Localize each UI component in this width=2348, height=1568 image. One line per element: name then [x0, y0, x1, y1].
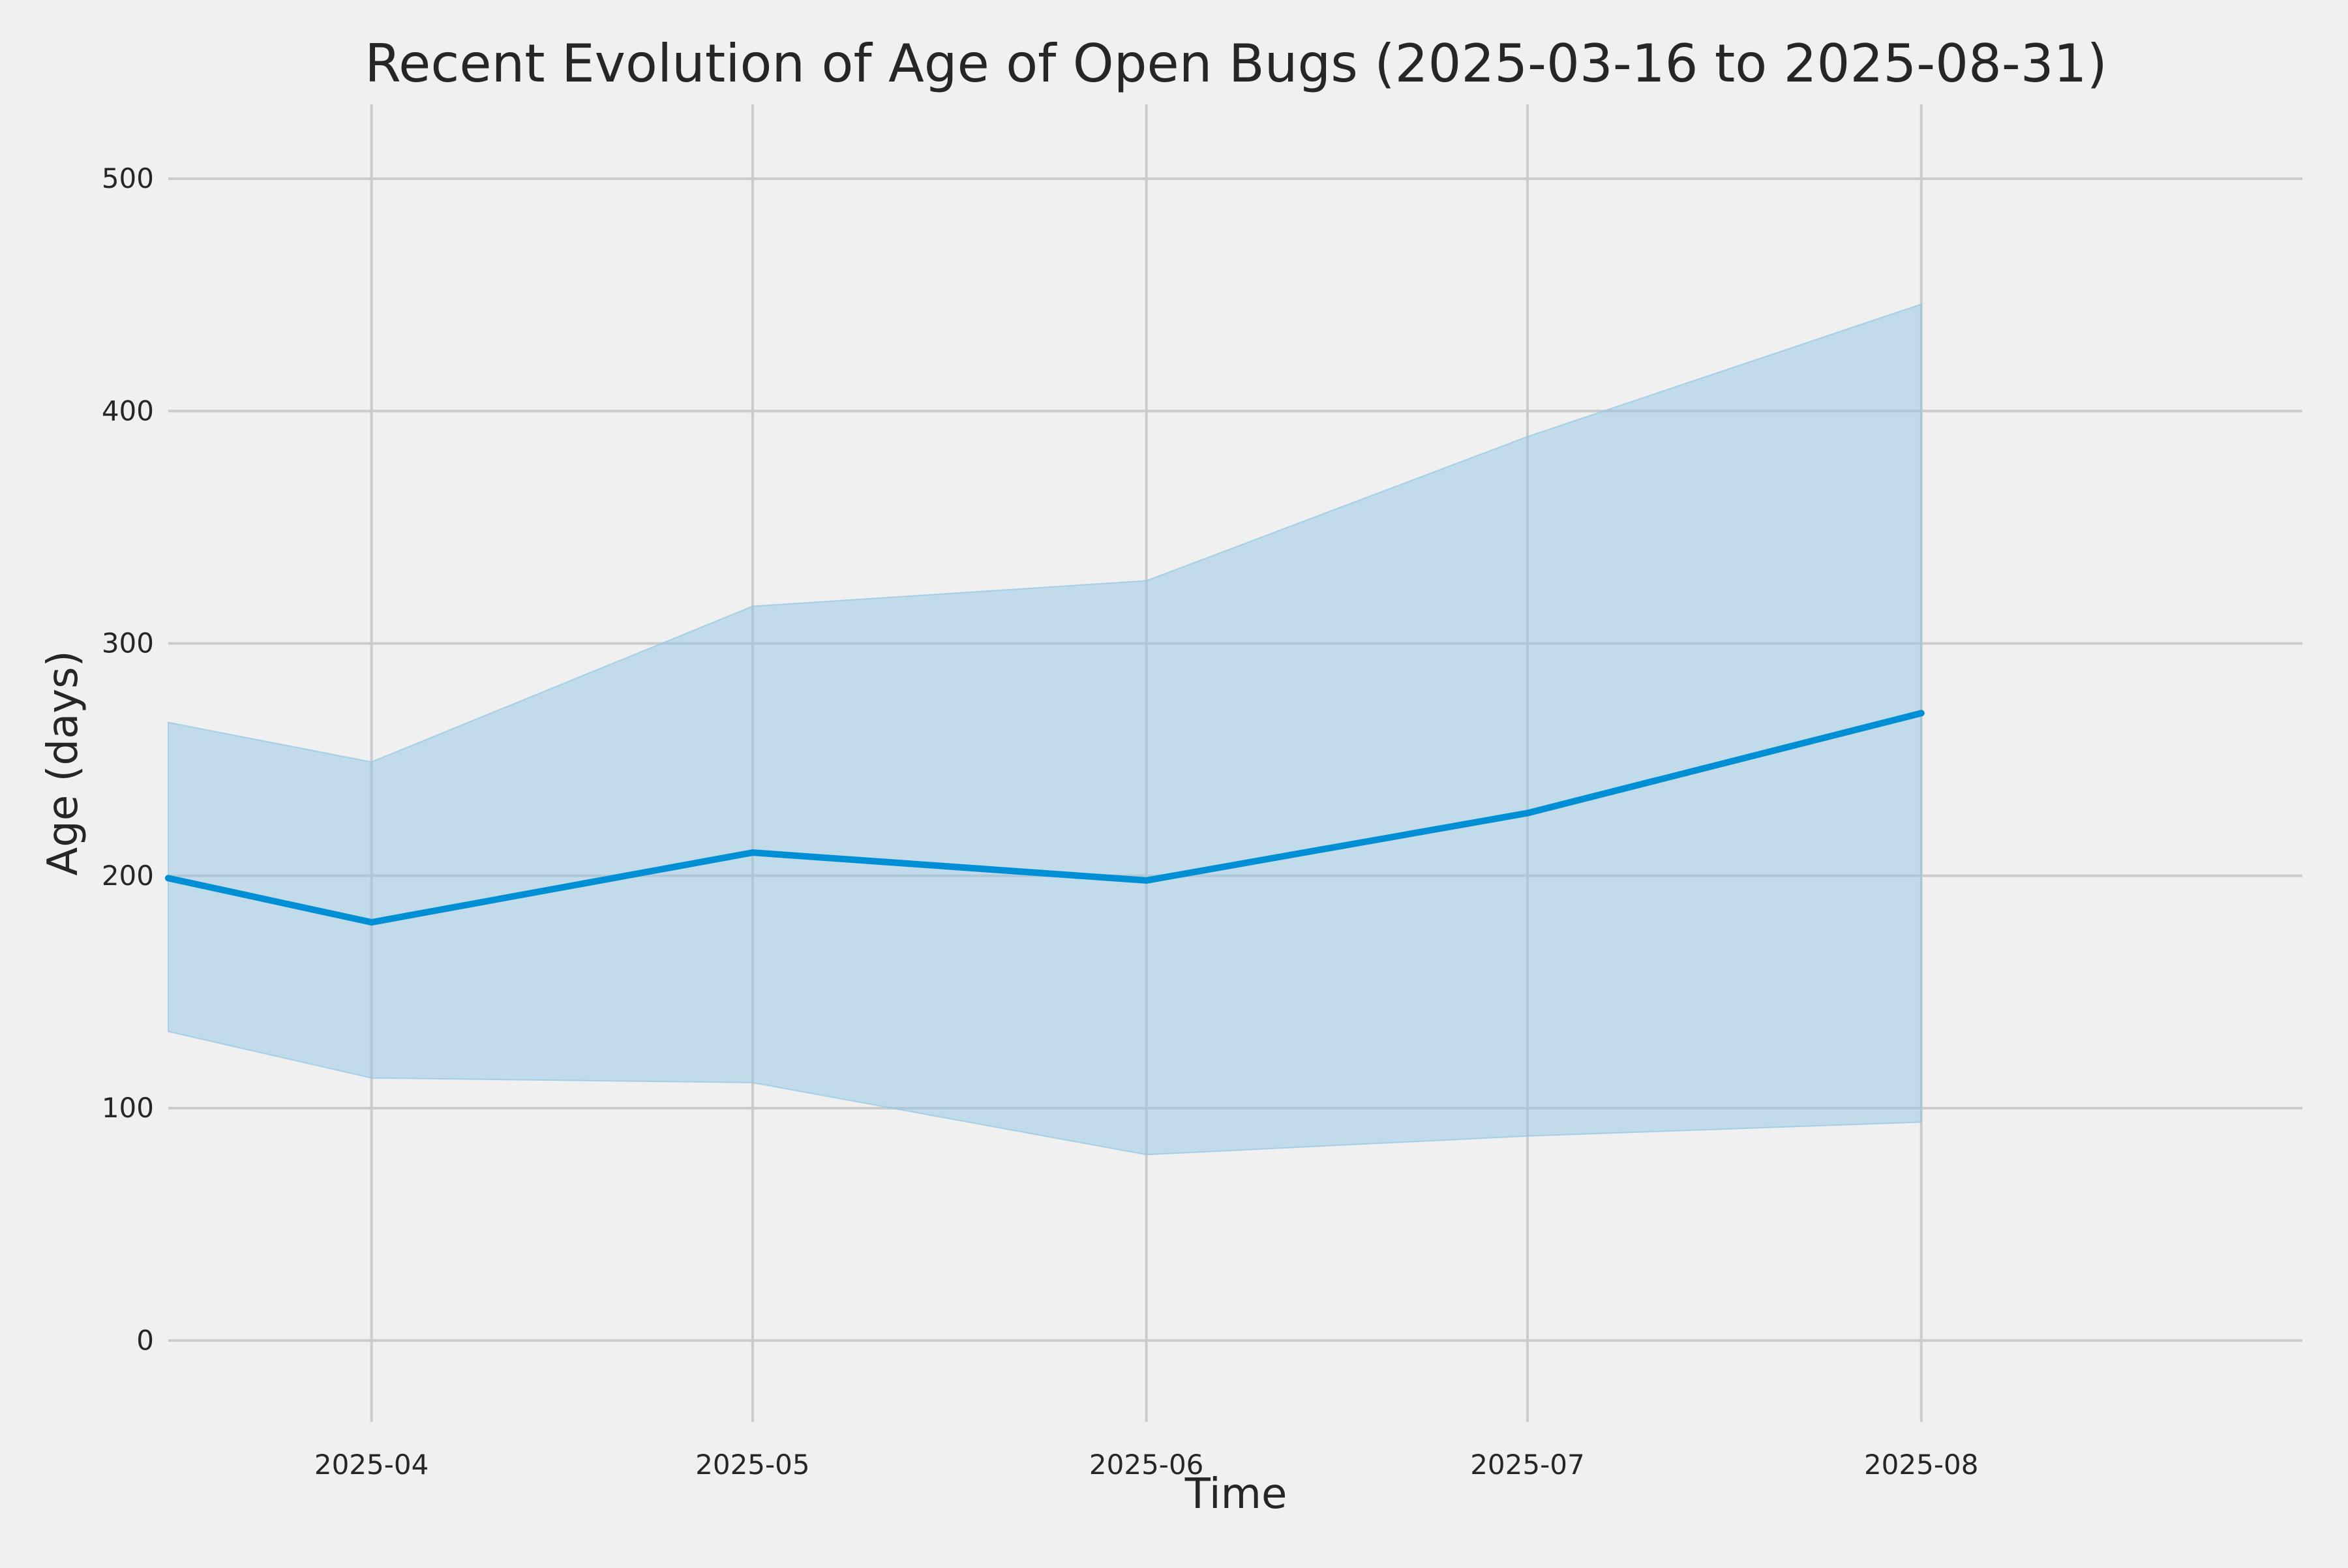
y-axis-label: Age (days)	[39, 650, 87, 875]
series-line	[165, 710, 1925, 926]
y-tick-label: 0	[136, 1324, 154, 1356]
y-tick-label: 200	[102, 860, 154, 892]
data-point	[1524, 809, 1531, 817]
x-tick-label: 2025-06	[1089, 1449, 1204, 1481]
data-point	[368, 919, 375, 926]
data-point	[749, 849, 756, 856]
x-tick-label: 2025-05	[695, 1449, 810, 1481]
data-point	[1143, 877, 1150, 884]
y-tick-label: 300	[102, 627, 154, 659]
data-point	[165, 875, 172, 882]
x-tick-label: 2025-04	[314, 1449, 429, 1481]
line-layer	[165, 710, 1925, 926]
x-tick-label: 2025-07	[1470, 1449, 1585, 1481]
y-tick-label: 400	[102, 395, 154, 427]
y-tick-label: 100	[102, 1092, 154, 1124]
confidence-band	[168, 303, 1922, 1156]
x-tick-label: 2025-08	[1864, 1449, 1979, 1481]
data-point	[1918, 710, 1925, 717]
y-tick-label: 500	[102, 162, 154, 194]
tick-layer: 0 100 200 300 400 500 2025-04 2025-05 2025-06 202…	[102, 162, 1979, 1481]
chart-title: Recent Evolution of Age of Open Bugs (20…	[365, 33, 2107, 94]
x-axis-label: Time	[1184, 1470, 1287, 1518]
band-layer	[168, 303, 1922, 1156]
